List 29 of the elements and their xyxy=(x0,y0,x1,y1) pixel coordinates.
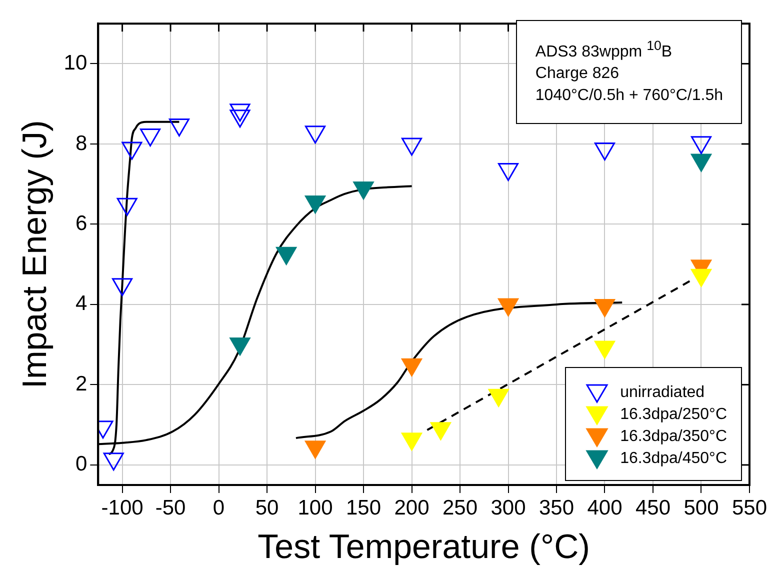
x-tick-label: 0 xyxy=(212,496,225,520)
x-tick-label: 200 xyxy=(394,496,430,520)
y-axis-title: Impact Energy (J) xyxy=(16,120,54,388)
annotation: 1040°C/0.5h + 760°C/1.5h xyxy=(535,86,723,106)
y-tick-label: 6 xyxy=(75,212,88,236)
x-tick-label: 400 xyxy=(587,496,622,520)
x-axis-title: Test Temperature (°C) xyxy=(258,528,590,566)
x-tick-label: 150 xyxy=(346,496,382,520)
x-tick-label: 450 xyxy=(635,496,671,520)
x-tick-label: 100 xyxy=(298,496,333,520)
annotation: ADS3 83wppm $^{10}$B xyxy=(535,37,674,62)
y-tick-label: 8 xyxy=(75,132,88,155)
x-tick-label: 550 xyxy=(732,496,768,520)
x-tick-label: -50 xyxy=(155,496,186,520)
y-tick-label: 10 xyxy=(64,52,88,75)
x-tick-label: 250 xyxy=(442,496,478,520)
legend-label: unirradiated xyxy=(620,384,705,402)
legend-label: 16.3dpa/350°C xyxy=(620,428,727,446)
x-tick-label: -100 xyxy=(101,496,144,520)
legend-label: 16.3dpa/450°C xyxy=(620,450,727,468)
y-tick-label: 4 xyxy=(75,292,88,316)
y-tick-label: 2 xyxy=(75,372,88,396)
x-tick-label: 300 xyxy=(490,496,526,520)
x-tick-label: 500 xyxy=(684,496,719,520)
legend-label: 16.3dpa/250°C xyxy=(620,406,727,424)
x-tick-label: 350 xyxy=(538,496,574,520)
annotation: Charge 826 xyxy=(535,64,620,84)
x-tick-label: 50 xyxy=(255,496,279,520)
y-tick-label: 0 xyxy=(75,452,88,476)
